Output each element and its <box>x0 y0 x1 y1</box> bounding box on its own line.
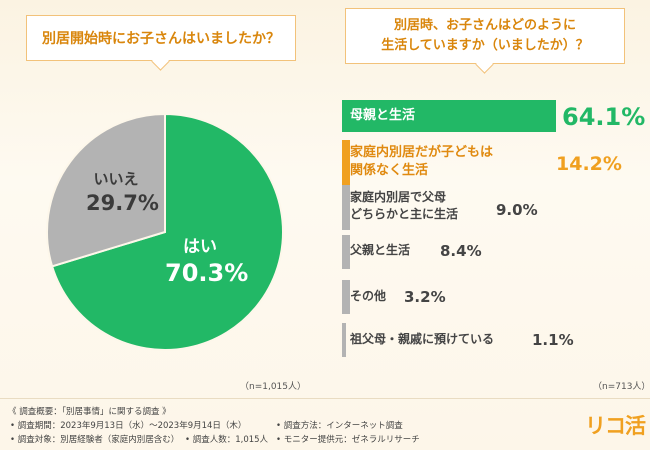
bar-label-0: 母親と生活 <box>350 108 416 123</box>
bar-3 <box>342 235 350 269</box>
pie-label-no: いいえ 29.7% <box>86 168 159 215</box>
question-right-bubble: 別居時、お子さんはどのように 生活していますか（いましたか）？ <box>345 8 625 74</box>
pie-slice-no <box>46 112 166 268</box>
footer-method: • 調査方法：インターネット調査 <box>276 421 403 431</box>
pie-label-yes: はい 70.3% <box>165 232 249 287</box>
pie-label-yes-name: はい <box>183 237 217 257</box>
bar-label-2: 家庭内別居で父母 どちらかと主に生活 <box>350 190 459 221</box>
pie-slice-yes <box>50 112 284 351</box>
bar-label-5: 祖父母・親戚に預けている <box>350 332 495 346</box>
bar-label-3: 父親と生活 <box>350 243 411 257</box>
question-right-text: 別居時、お子さんはどのように 生活していますか（いましたか）？ <box>381 18 589 53</box>
bar-sample-note: （n=713人） <box>593 382 650 392</box>
bar-0 <box>342 100 556 132</box>
bar-1 <box>342 140 350 190</box>
pie-label-no-name: いいえ <box>93 170 139 188</box>
bar-value-5: 1.1% <box>532 331 574 349</box>
footer-divider <box>0 398 650 399</box>
brand-logo: リコ活 <box>585 414 646 438</box>
bar-value-4: 3.2% <box>404 288 446 306</box>
bar-value-0: 64.1% <box>562 103 646 131</box>
bar-label-1: 家庭内別居だが子どもは 関係なく生活 <box>350 145 494 178</box>
bar-value-2: 9.0% <box>496 201 538 219</box>
pie-sample-note: （n=1,015人） <box>240 382 307 392</box>
footer-count: • 調査人数：1,015人 <box>185 435 269 445</box>
question-left-bubble: 別居開始時にお子さんはいましたか？ <box>26 15 296 71</box>
bar-value-3: 8.4% <box>440 242 482 260</box>
bar-2 <box>342 185 350 230</box>
question-left-text: 別居開始時にお子さんはいましたか？ <box>42 31 280 47</box>
bar-label-4: その他 <box>350 289 387 303</box>
bar-value-1: 14.2% <box>556 153 622 175</box>
footer-period: • 調査期間：2023年9月13日（水）〜2023年9月14日（木） <box>10 421 247 431</box>
footer-target: • 調査対象：別居経験者（家庭内別居含む） <box>10 435 180 445</box>
bar-5 <box>342 323 346 357</box>
pie-label-yes-value: 70.3% <box>165 259 249 287</box>
footer-title: 《 調査概要：「別居事情」に関する調査 》 <box>8 407 171 417</box>
bar-4 <box>342 280 350 314</box>
footer-provider: • モニター提供元：ゼネラルリサーチ <box>276 435 420 445</box>
pie-label-no-value: 29.7% <box>86 191 159 215</box>
